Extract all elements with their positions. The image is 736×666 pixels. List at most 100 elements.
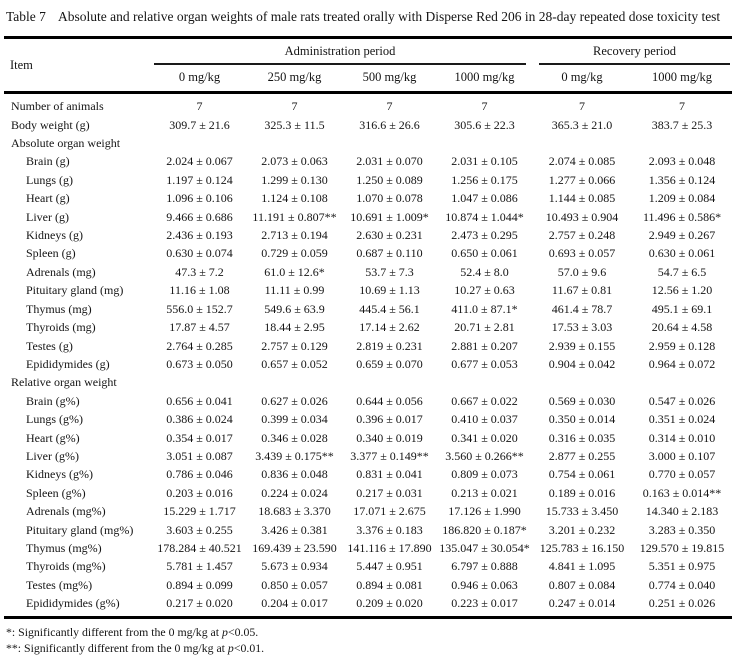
value-cell: 135.047 ± 30.054*	[439, 540, 530, 555]
value-cell: 10.69 ± 1.13	[359, 283, 420, 298]
value-cell: 0.807 ± 0.084	[548, 577, 616, 592]
value-cell: 2.819 ± 0.231	[356, 338, 423, 353]
value-cell: 2.959 ± 0.128	[648, 338, 716, 353]
value-cell: 7	[579, 99, 585, 114]
footnote-marker: **	[6, 641, 18, 656]
value-cell: 5.673 ± 0.934	[261, 559, 328, 574]
value-cell: 7	[481, 99, 488, 114]
table-title-text: Absolute and relative organ weights of m…	[58, 9, 721, 24]
value-cell: 1.250 ± 0.089	[356, 172, 423, 187]
value-cell: 2.074 ± 0.085	[548, 154, 616, 169]
value-cell: 1.356 ± 0.124	[648, 172, 716, 187]
value-cell: 0.809 ± 0.073	[451, 467, 518, 482]
value-cell: 14.340 ± 2.183	[645, 504, 719, 519]
value-cell: 4.841 ± 1.095	[548, 559, 616, 574]
table-number: Table 7	[6, 9, 46, 24]
value-cell: 2.473 ± 0.295	[451, 228, 518, 243]
value-cell: 17.14 ± 2.62	[359, 320, 420, 335]
value-cell: 7	[291, 99, 298, 114]
value-cell: 316.6 ± 26.6	[359, 117, 420, 132]
table-header: Item Administration period Recovery peri…	[4, 38, 733, 93]
value-cell: 0.667 ± 0.022	[451, 393, 518, 408]
value-cell: 0.203 ± 0.016	[166, 485, 233, 500]
value-cell: 3.560 ± 0.266**	[445, 448, 524, 463]
value-cell: 178.284 ± 40.521	[157, 540, 242, 555]
value-cell: 169.439 ± 23.590	[252, 540, 337, 555]
row-label: Testes (mg%)	[26, 577, 93, 592]
value-cell: 556.0 ± 152.7	[166, 301, 233, 316]
value-cell: 10.691 ± 1.009*	[350, 209, 429, 224]
value-cell: 1.070 ± 0.078	[356, 191, 423, 206]
value-cell: 11.67 ± 0.81	[551, 283, 613, 298]
footnotes: *: Significantly different from the 0 mg…	[6, 624, 730, 658]
value-cell: 0.904 ± 0.042	[548, 356, 616, 371]
value-cell: 411.0 ± 87.1*	[451, 301, 518, 316]
value-cell: 0.774 ± 0.040	[648, 577, 716, 592]
table-row: Number of animals 7 7 7 7 7 7	[4, 93, 732, 116]
value-cell: 129.570 ± 19.815	[639, 540, 725, 555]
value-cell: 1.047 ± 0.086	[451, 191, 518, 206]
row-label: Pituitary gland (mg%)	[26, 522, 134, 537]
value-cell: 0.314 ± 0.010	[648, 430, 716, 445]
value-cell: 2.949 ± 0.267	[648, 228, 716, 243]
value-cell: 18.683 ± 3.370	[258, 504, 331, 519]
value-cell: 0.410 ± 0.037	[451, 412, 518, 427]
table-row: Brain (g) 2.024 ± 0.067 2.073 ± 0.063 2.031…	[4, 152, 732, 170]
value-cell: 0.754 ± 0.061	[548, 467, 616, 482]
value-cell: 0.836 ± 0.048	[261, 467, 328, 482]
value-cell: 3.603 ± 0.255	[166, 522, 233, 537]
value-cell: 20.71 ± 2.81	[454, 320, 515, 335]
value-cell: 0.213 ± 0.021	[451, 485, 518, 500]
value-cell: 0.351 ± 0.024	[648, 412, 716, 427]
value-cell: 2.764 ± 0.285	[166, 338, 233, 353]
value-cell: 18.44 ± 2.95	[264, 320, 325, 335]
value-cell: 11.191 ± 0.807**	[252, 209, 337, 224]
value-cell: 2.713 ± 0.194	[261, 228, 328, 243]
value-cell: 0.217 ± 0.031	[356, 485, 423, 500]
table-row: Epididymides (g%) 0.217 ± 0.020 0.204 ± 0.…	[4, 594, 732, 617]
value-cell: 3.376 ± 0.183	[356, 522, 423, 537]
value-cell: 20.64 ± 4.58	[651, 320, 713, 335]
footnote-text: : Significantly different from the 0 mg/…	[17, 641, 228, 656]
value-cell: 17.53 ± 3.03	[551, 320, 613, 335]
table-row: Kidneys (g) 2.436 ± 0.193 2.713 ± 0.194 2.6…	[4, 226, 732, 244]
value-cell: 2.757 ± 0.129	[261, 338, 328, 353]
value-cell: 186.820 ± 0.187*	[442, 522, 527, 537]
table-row: Kidneys (g%) 0.786 ± 0.046 0.836 ± 0.048 0.…	[4, 465, 732, 483]
row-label: Spleen (g%)	[26, 485, 86, 500]
value-cell: 0.340 ± 0.019	[356, 430, 423, 445]
value-cell: 1.277 ± 0.066	[548, 172, 616, 187]
value-cell: 54.7 ± 6.5	[657, 264, 707, 279]
value-cell: 0.894 ± 0.081	[356, 577, 423, 592]
row-label: Thymus (mg)	[26, 301, 92, 316]
value-cell: 17.071 ± 2.675	[353, 504, 426, 519]
admin-period-group-header: Administration period	[152, 38, 532, 66]
value-cell: 15.733 ± 3.450	[545, 504, 619, 519]
table-row: Liver (g%) 3.051 ± 0.087 3.439 ± 0.175** 3.…	[4, 447, 732, 465]
value-cell: 57.0 ± 9.6	[557, 264, 607, 279]
row-label: Lungs (g%)	[26, 412, 83, 427]
table-row: Thyroids (mg) 17.87 ± 4.57 18.44 ± 2.95 17.…	[4, 318, 732, 336]
value-cell: 0.386 ± 0.024	[166, 412, 233, 427]
table-row: Heart (g) 1.096 ± 0.106 1.124 ± 0.108 1.070…	[4, 189, 732, 207]
value-cell: 141.116 ± 17.890	[347, 540, 432, 555]
value-cell: 2.877 ± 0.255	[548, 448, 616, 463]
footnote-threshold: <0.01.	[233, 641, 265, 656]
value-cell: 125.783 ± 16.150	[539, 540, 625, 555]
value-cell: 10.27 ± 0.63	[454, 283, 515, 298]
footnote-text: : Significantly different from the 0 mg/…	[11, 624, 223, 639]
value-cell: 0.687 ± 0.110	[356, 246, 423, 261]
table-row: Thymus (mg) 556.0 ± 152.7 549.6 ± 63.9 445.…	[4, 300, 732, 318]
value-cell: 0.894 ± 0.099	[166, 577, 233, 592]
footnote-p-symbol: p	[222, 624, 228, 639]
footnote-p005: *: Significantly different from the 0 mg…	[6, 624, 730, 641]
value-cell: 2.881 ± 0.207	[451, 338, 518, 353]
row-label: Spleen (g)	[26, 246, 76, 261]
value-cell: 3.201 ± 0.232	[548, 522, 616, 537]
value-cell: 0.656 ± 0.041	[166, 393, 233, 408]
value-cell: 7	[196, 99, 203, 114]
value-cell: 0.189 ± 0.016	[548, 485, 616, 500]
value-cell: 1.096 ± 0.106	[166, 191, 233, 206]
value-cell: 325.3 ± 11.5	[264, 117, 325, 132]
value-cell: 0.251 ± 0.026	[648, 596, 716, 611]
